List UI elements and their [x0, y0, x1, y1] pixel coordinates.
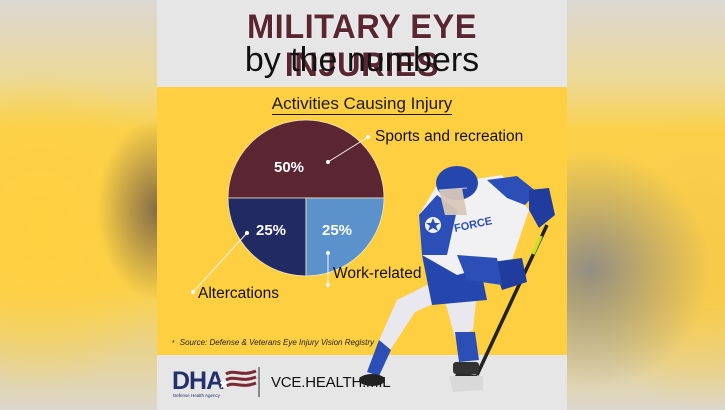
- page-title: MILITARY EYE INJURIES: [246, 8, 478, 84]
- label-work: Work-related: [333, 265, 422, 282]
- label-sports: Sports and recreation: [375, 128, 524, 145]
- leader-lines: [190, 134, 371, 295]
- label-pct-altercations: 25%: [256, 222, 286, 239]
- slice-altercations: [227, 197, 307, 277]
- dha-logo: DHA Defense Health Agency: [172, 368, 257, 400]
- page-subtitle: by the numbers: [244, 41, 480, 79]
- chart-title: Activities Causing Injury: [271, 94, 453, 115]
- infographic-card: MILITARY EYE INJURIES by the numbers Act…: [157, 0, 567, 410]
- label-altercations: Altercations: [198, 285, 279, 302]
- label-pct-sports: 50%: [274, 159, 304, 176]
- footer-divider: [258, 367, 260, 397]
- source-note: * Source: Defense & Veterans Eye Injury V…: [172, 338, 375, 347]
- header: MILITARY EYE INJURIES by the numbers: [157, 0, 567, 87]
- hockey-player-image: FORCE: [359, 166, 555, 392]
- chart-panel: Activities Causing Injury 50% 25% 25%: [157, 87, 567, 355]
- slice-work: [305, 197, 385, 277]
- slice-sports: [227, 119, 385, 199]
- pie-chart: 50% 25% 25%: [190, 119, 385, 295]
- label-pct-work: 25%: [322, 222, 352, 239]
- flag-stripes-icon: [220, 369, 257, 389]
